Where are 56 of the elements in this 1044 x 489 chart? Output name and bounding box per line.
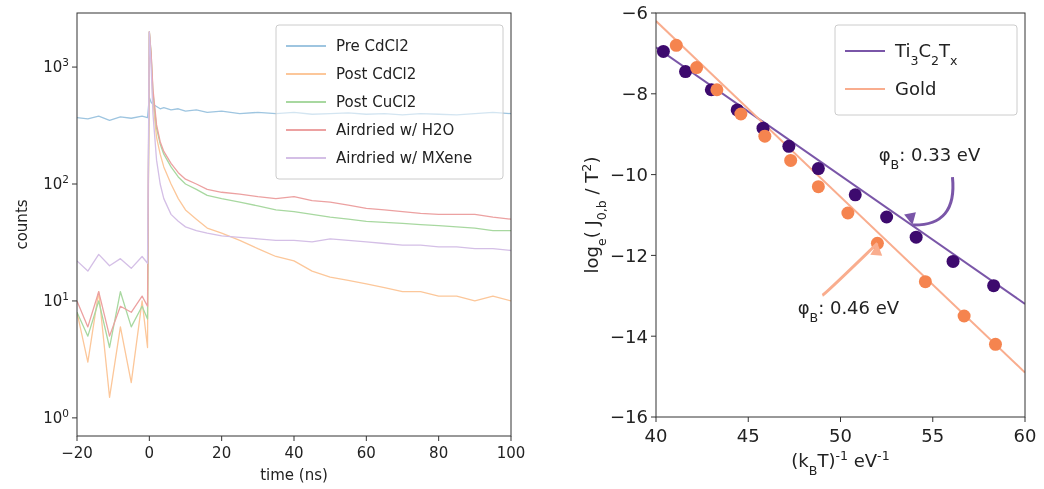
line-series <box>77 31 511 272</box>
point <box>690 61 704 75</box>
annotation: φ$_{B}$: 0.46 eV <box>797 296 900 325</box>
y-tick-label: 10$^{0}$ <box>43 407 69 428</box>
point <box>880 210 894 224</box>
point <box>656 44 670 58</box>
x-axis-title: time (ns) <box>260 466 328 484</box>
y-tick-label: −12 <box>610 244 648 266</box>
y-tick-label: −14 <box>610 325 648 347</box>
y-tick-label: −8 <box>621 83 648 105</box>
legend-label: Post CuCl2 <box>336 93 417 112</box>
y-tick-label: −10 <box>610 163 648 185</box>
x-tick-label: 40 <box>644 425 668 446</box>
point <box>946 254 960 268</box>
x-axis-title: (k$_{B}$T)$^{-1}$ eV$^{-1}$ <box>791 447 890 478</box>
point <box>909 230 923 244</box>
point <box>734 107 748 121</box>
y-tick-label: −6 <box>621 2 648 24</box>
x-tick-label: 40 <box>284 444 304 462</box>
point <box>758 129 772 143</box>
point <box>811 162 825 176</box>
x-tick-label: 60 <box>356 444 376 462</box>
point <box>988 337 1002 351</box>
y-tick-label: −16 <box>610 406 648 428</box>
legend-label: Post CdCl2 <box>336 65 417 84</box>
point <box>848 188 862 202</box>
x-tick-label: 45 <box>736 425 760 446</box>
point <box>710 83 724 97</box>
point <box>918 275 932 289</box>
legend-label: Ti$_{3}$C$_{2}$T$_{x}$ <box>894 40 959 68</box>
x-tick-label: 60 <box>1013 425 1037 446</box>
point <box>784 153 798 167</box>
point <box>987 279 1001 293</box>
annotation: φ$_{B}$: 0.33 eV <box>878 144 981 172</box>
x-tick-label: 0 <box>144 444 155 462</box>
x-tick-label: 55 <box>921 425 945 446</box>
y-tick-label: 10$^{1}$ <box>43 290 69 311</box>
legend-label: Airdried w/ MXene <box>336 149 473 168</box>
point <box>811 180 825 194</box>
x-tick-label: −20 <box>61 444 93 462</box>
y-axis-title: counts <box>13 199 31 250</box>
x-tick-label: 20 <box>212 444 232 462</box>
x-tick-label: 80 <box>429 444 449 462</box>
legend-label: Gold <box>895 78 937 100</box>
point <box>782 139 796 153</box>
point <box>957 309 971 323</box>
y-tick-label: 10$^{2}$ <box>43 173 69 194</box>
line-series <box>77 96 511 122</box>
point <box>841 206 855 220</box>
x-tick-label: 50 <box>829 425 852 446</box>
x-tick-label: 100 <box>496 444 526 462</box>
point <box>679 65 693 79</box>
point <box>669 38 683 52</box>
y-tick-label: 10$^{3}$ <box>43 56 69 77</box>
legend-label: Airdried w/ H2O <box>336 121 455 140</box>
legend-label: Pre CdCl2 <box>336 37 409 56</box>
